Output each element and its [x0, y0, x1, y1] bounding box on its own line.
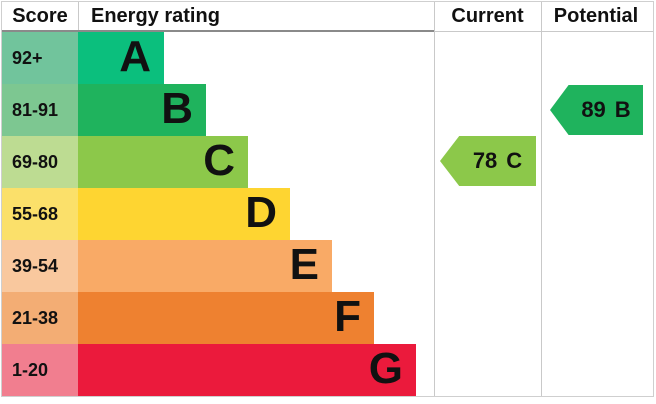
- rating-bar-c: C: [78, 136, 248, 188]
- rating-bar-b: B: [78, 84, 206, 136]
- potential-rating-letter: B: [614, 97, 631, 122]
- rating-letter-g: G: [368, 344, 403, 393]
- band-row-b: 81-91 B: [2, 84, 653, 136]
- rating-bands: 92+ A 81-91 B 69-80 C 55-68 D 39-54 E 21-38 F 1-20 G: [2, 32, 653, 396]
- header-score: Score: [12, 5, 68, 27]
- rating-bar-g: G: [78, 344, 416, 396]
- rating-letter-c: C: [203, 136, 235, 185]
- band-row-c: 69-80 C: [2, 136, 653, 188]
- rating-letter-e: E: [289, 240, 319, 289]
- score-range-e: 39-54: [2, 240, 78, 292]
- rating-bar-f: F: [78, 292, 374, 344]
- potential-rating-arrow: 89 B: [550, 85, 643, 135]
- rating-bar-a: A: [78, 32, 164, 84]
- divider-energy-current: [434, 2, 435, 396]
- rating-letter-a: A: [119, 32, 151, 81]
- header-current: Current: [451, 5, 524, 27]
- band-row-f: 21-38 F: [2, 292, 653, 344]
- current-rating-letter: C: [506, 148, 523, 173]
- score-range-f: 21-38: [2, 292, 78, 344]
- divider-current-potential: [541, 2, 542, 396]
- divider-score-energy: [78, 2, 79, 30]
- band-row-e: 39-54 E: [2, 240, 653, 292]
- current-rating-value: 78: [472, 148, 498, 173]
- header-underline: [2, 30, 434, 32]
- potential-rating-value: 89: [581, 97, 606, 122]
- rating-letter-f: F: [334, 292, 361, 341]
- current-rating-arrow: 78 C: [440, 136, 536, 186]
- score-range-a: 92+: [2, 32, 78, 84]
- header-underline-right: [434, 31, 653, 32]
- band-row-d: 55-68 D: [2, 188, 653, 240]
- header-energy-rating: Energy rating: [91, 5, 220, 27]
- score-range-b: 81-91: [2, 84, 78, 136]
- score-range-c: 69-80: [2, 136, 78, 188]
- chart-frame: Score Energy rating Current Potential 92…: [1, 1, 654, 397]
- rating-letter-d: D: [245, 188, 277, 237]
- rating-letter-b: B: [161, 84, 193, 133]
- score-range-g: 1-20: [2, 344, 78, 396]
- header-potential: Potential: [553, 5, 639, 27]
- band-row-a: 92+ A: [2, 32, 653, 84]
- band-row-g: 1-20 G: [2, 344, 653, 396]
- score-range-d: 55-68: [2, 188, 78, 240]
- rating-bar-e: E: [78, 240, 332, 292]
- rating-bar-d: D: [78, 188, 290, 240]
